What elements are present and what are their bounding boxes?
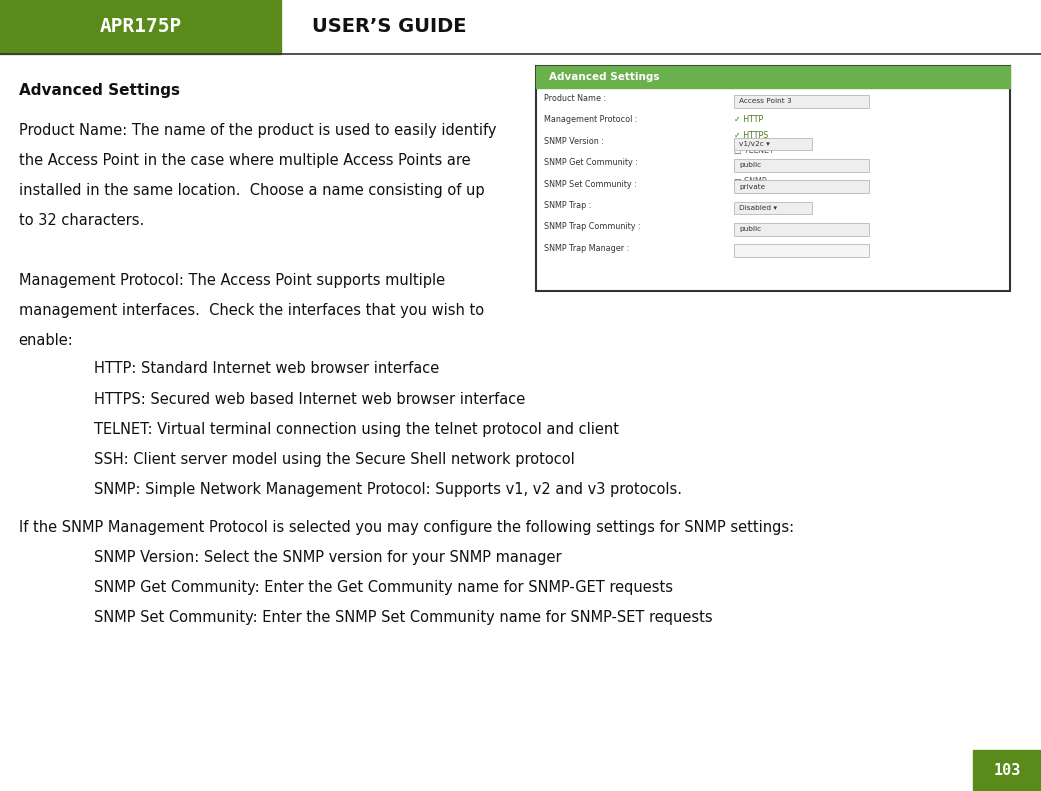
Text: SNMP Set Community: Enter the SNMP Set Community name for SNMP-SET requests: SNMP Set Community: Enter the SNMP Set C… [94, 610, 712, 625]
Text: Product Name :: Product Name : [544, 94, 607, 103]
Text: enable:: enable: [19, 333, 74, 348]
Bar [734, 180, 869, 193]
Text: TELNET: Virtual terminal connection using the telnet protocol and client: TELNET: Virtual terminal connection usin… [94, 422, 618, 437]
Bar [734, 138, 812, 150]
Text: SNMP Trap Community :: SNMP Trap Community : [544, 222, 641, 231]
Text: SNMP Set Community :: SNMP Set Community : [544, 180, 637, 188]
Text: □ SSH: □ SSH [734, 161, 760, 171]
Bar [734, 202, 812, 214]
Text: Management Protocol :: Management Protocol : [544, 115, 638, 124]
Bar [973, 750, 1041, 791]
Text: 103: 103 [994, 763, 1021, 778]
Text: Advanced Settings: Advanced Settings [19, 83, 180, 98]
Text: HTTP: Standard Internet web browser interface: HTTP: Standard Internet web browser inte… [94, 361, 439, 377]
Text: HTTPS: Secured web based Internet web browser interface: HTTPS: Secured web based Internet web br… [94, 392, 525, 407]
Text: public: public [739, 162, 761, 168]
Text: SSH: Client server model using the Secure Shell network protocol: SSH: Client server model using the Secur… [94, 452, 575, 467]
Text: Access Point 3: Access Point 3 [739, 98, 792, 104]
Text: to 32 characters.: to 32 characters. [19, 213, 144, 228]
Text: USER’S GUIDE: USER’S GUIDE [312, 17, 466, 36]
Text: public: public [739, 226, 761, 233]
Text: SNMP Trap :: SNMP Trap : [544, 201, 592, 210]
Text: ✓ HTTPS: ✓ HTTPS [734, 131, 768, 140]
Text: Product Name: The name of the product is used to easily identify: Product Name: The name of the product is… [19, 123, 497, 138]
Text: installed in the same location.  Choose a name consisting of up: installed in the same location. Choose a… [19, 183, 484, 198]
FancyBboxPatch shape [536, 66, 1010, 291]
Text: the Access Point in the case where multiple Access Points are: the Access Point in the case where multi… [19, 153, 471, 168]
Text: □ SNMP: □ SNMP [734, 177, 766, 186]
Text: APR175P: APR175P [99, 17, 182, 36]
Text: private: private [739, 184, 765, 190]
Text: management interfaces.  Check the interfaces that you wish to: management interfaces. Check the interfa… [19, 303, 484, 318]
Text: SNMP Version: Select the SNMP version for your SNMP manager: SNMP Version: Select the SNMP version fo… [94, 550, 561, 565]
Text: Advanced Settings: Advanced Settings [549, 72, 659, 81]
Bar [734, 223, 869, 236]
Text: Disabled ▾: Disabled ▾ [739, 205, 778, 211]
Bar [0, 0, 281, 54]
Text: SNMP: Simple Network Management Protocol: Supports v1, v2 and v3 protocols.: SNMP: Simple Network Management Protocol… [94, 482, 682, 497]
Bar [734, 95, 869, 108]
Bar [536, 66, 1010, 88]
Text: SNMP Get Community :: SNMP Get Community : [544, 158, 638, 167]
Text: Management Protocol: The Access Point supports multiple: Management Protocol: The Access Point su… [19, 273, 445, 288]
Text: SNMP Trap Manager :: SNMP Trap Manager : [544, 244, 630, 252]
Text: v1/v2c ▾: v1/v2c ▾ [739, 141, 770, 147]
Text: SNMP Get Community: Enter the Get Community name for SNMP-GET requests: SNMP Get Community: Enter the Get Commun… [94, 580, 672, 595]
Bar [734, 159, 869, 172]
Text: SNMP Version :: SNMP Version : [544, 137, 605, 146]
Bar [734, 244, 869, 257]
Text: ✓ HTTP: ✓ HTTP [734, 115, 763, 124]
Text: If the SNMP Management Protocol is selected you may configure the following sett: If the SNMP Management Protocol is selec… [19, 520, 794, 535]
Text: □ TELNET: □ TELNET [734, 146, 773, 155]
